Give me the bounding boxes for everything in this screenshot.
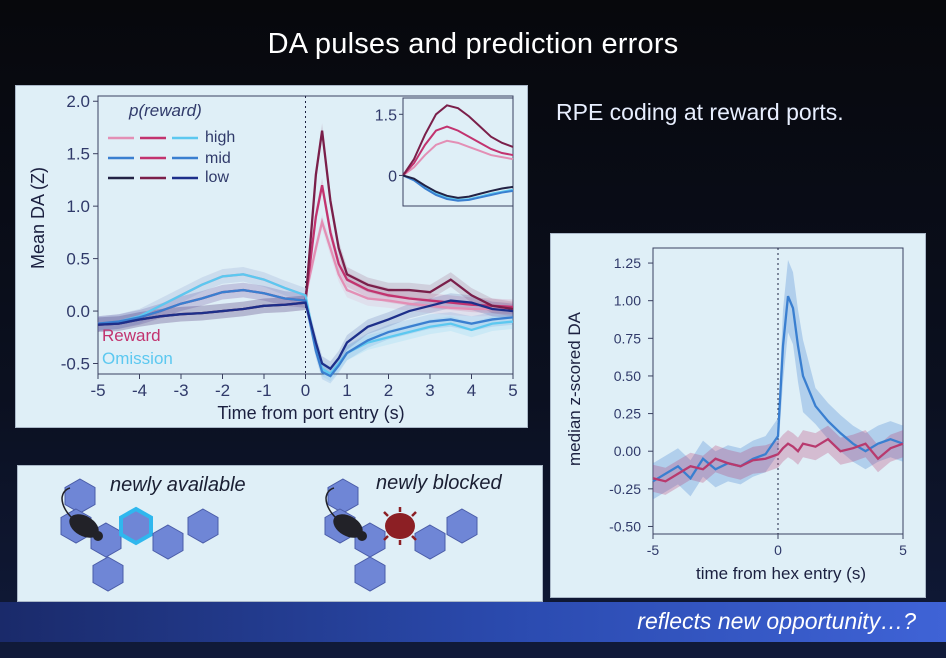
x-tick-label: -5 xyxy=(90,381,105,400)
y-tick-label: 0.75 xyxy=(614,330,641,346)
x-tick-label: 5 xyxy=(899,542,907,558)
hex-cell xyxy=(64,478,96,514)
y-tick-label: 1.25 xyxy=(614,255,641,271)
rat-icon xyxy=(325,487,367,541)
x-tick-label: 2 xyxy=(384,381,393,400)
x-tick-label: 3 xyxy=(425,381,434,400)
y-tick-label: 0.00 xyxy=(614,443,641,459)
newly-available-line xyxy=(652,295,904,483)
y-tick-label: 2.0 xyxy=(66,92,90,111)
slide-subtitle: RPE coding at reward ports. xyxy=(556,99,844,125)
inset-reward-low-line xyxy=(402,104,514,176)
hex-cell xyxy=(446,508,478,544)
x-tick-label: 0 xyxy=(301,381,310,400)
reward-high-band xyxy=(98,214,513,331)
newly-blocked-band xyxy=(653,425,903,495)
reward-mid-band xyxy=(98,177,513,331)
x-tick-label: -1 xyxy=(256,381,271,400)
hex-maze-schematic-panel: newly available newly blocked xyxy=(18,466,542,601)
inset-omission-low-line xyxy=(402,174,514,199)
hex-cell-highlighted xyxy=(119,507,153,545)
y-axis-label: Mean DA (Z) xyxy=(28,167,48,269)
hex-cell xyxy=(92,556,124,592)
hex-cell xyxy=(327,478,359,514)
x-tick-label: 5 xyxy=(508,381,517,400)
x-tick-label: 1 xyxy=(342,381,351,400)
y-axis-label: median z-scored DA xyxy=(565,311,584,466)
x-axis-label: Time from port entry (s) xyxy=(217,403,404,423)
hex-cell xyxy=(354,556,386,592)
x-tick-label: -4 xyxy=(132,381,147,400)
hex-cell xyxy=(414,524,446,560)
hex-entry-chart: 1.25 1.00 0.75 0.50 0.25 0.00 -0.25 -0.50 -5 0 5 t… xyxy=(565,247,907,583)
y-tick-label: -0.50 xyxy=(609,518,641,534)
inset-y-tick-label: 1.5 xyxy=(375,107,397,124)
port-entry-chart-panel: 2.0 1.5 1.0 0.5 0.0 -0.5 -5 -4 -3 -2 -1 0 1 2 3 4 5 1.5 0… xyxy=(16,86,527,427)
hex-maze-schematic xyxy=(60,478,478,592)
legend-label-mid: mid xyxy=(205,150,231,167)
inset-y-tick-label: 0 xyxy=(388,168,397,185)
scene-newly-blocked xyxy=(324,478,478,592)
omission-low-line xyxy=(97,299,514,371)
hex-cell xyxy=(187,508,219,544)
hex-entry-chart-panel: 1.25 1.00 0.75 0.50 0.25 0.00 -0.25 -0.50 -5 0 5 t… xyxy=(551,234,925,597)
x-tick-label: -5 xyxy=(647,542,660,558)
y-tick-label: 0.25 xyxy=(614,406,641,422)
legend-label-high: high xyxy=(205,129,235,146)
port-entry-chart: 2.0 1.5 1.0 0.5 0.0 -0.5-5 -4 -3 -2 -1 0 1 2 3 4 5 1.5 0… xyxy=(28,92,518,423)
y-tick-label: 1.5 xyxy=(66,145,90,164)
label-newly-blocked: newly blocked xyxy=(376,472,502,494)
rat-icon xyxy=(61,487,103,541)
y-tick-label: 0.50 xyxy=(614,368,641,384)
label-newly-available: newly available xyxy=(110,474,246,496)
newly-available-band xyxy=(653,260,903,500)
x-tick-label: -2 xyxy=(215,381,230,400)
y-tick-label: 1.00 xyxy=(614,293,641,309)
inset-reward-high-line xyxy=(402,139,514,177)
x-axis-label: time from hex entry (s) xyxy=(696,564,866,583)
bottom-banner: reflects new opportunity…? xyxy=(0,602,946,642)
y-tick-label: 0.0 xyxy=(66,302,90,321)
y-tick-label: -0.25 xyxy=(609,481,641,497)
scene-newly-available xyxy=(60,478,219,592)
y-tick-label: -0.5 xyxy=(61,355,90,374)
inset-omission-mid-line xyxy=(402,174,514,202)
hex-cell xyxy=(152,524,184,560)
legend-title: p(reward) xyxy=(128,101,202,120)
slide-title: DA pulses and prediction errors xyxy=(267,28,679,60)
omission-label: Omission xyxy=(102,349,173,368)
x-tick-label: 0 xyxy=(774,542,782,558)
reward-label: Reward xyxy=(102,326,161,345)
newly-blocked-line xyxy=(652,437,904,483)
legend-label-low: low xyxy=(205,169,229,186)
omission-mid-line xyxy=(97,288,514,378)
y-tick-label: 1.0 xyxy=(66,197,90,216)
inset-reward-mid-line xyxy=(402,125,514,177)
y-tick-label: 0.5 xyxy=(66,250,90,269)
x-tick-label: -3 xyxy=(173,381,188,400)
x-tick-label: 4 xyxy=(467,381,476,400)
bottom-caption: reflects new opportunity…? xyxy=(637,608,916,634)
blocked-hex-icon xyxy=(383,507,417,545)
